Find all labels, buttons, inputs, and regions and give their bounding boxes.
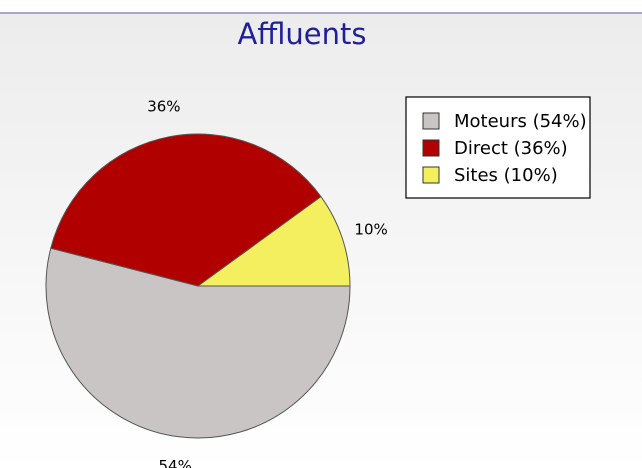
data-label: 54% [159, 457, 192, 468]
legend-swatch [422, 166, 440, 184]
legend-swatch [422, 139, 440, 157]
legend-label: Moteurs (54%) [454, 111, 587, 132]
data-label: 10% [354, 220, 387, 238]
pie-slice [50, 133, 322, 287]
legend-swatch [422, 112, 440, 130]
legend-label: Sites (10%) [454, 165, 558, 186]
pie-slice [45, 247, 351, 439]
chart-title: Affluents [238, 17, 367, 51]
legend-label: Direct (36%) [454, 138, 568, 159]
data-label: 36% [147, 98, 180, 116]
pie-slice [196, 195, 351, 287]
